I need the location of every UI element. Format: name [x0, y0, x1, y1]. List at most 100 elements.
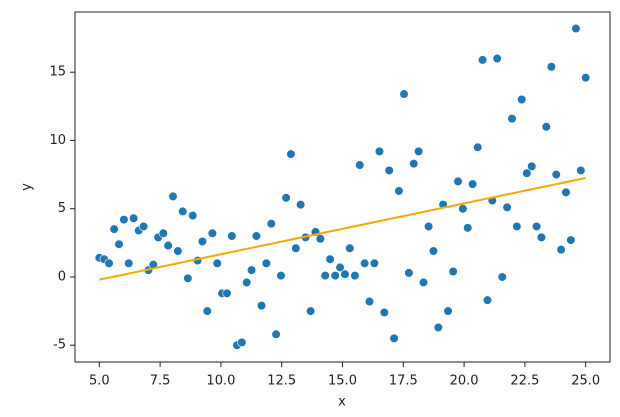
point [256, 301, 267, 311]
point [104, 258, 114, 268]
y-tick-label: 5 [58, 201, 66, 216]
point [138, 221, 149, 232]
point [418, 277, 429, 288]
x-tick-label: 15.0 [328, 374, 357, 389]
point [325, 254, 335, 264]
point [581, 73, 591, 83]
point [536, 232, 547, 242]
point [576, 165, 586, 176]
x-tick-label: 17.5 [389, 374, 418, 389]
point [330, 270, 340, 281]
point [276, 270, 286, 281]
point [389, 333, 399, 343]
y-tick-label: -5 [53, 338, 66, 353]
point [173, 246, 183, 256]
point [443, 306, 453, 316]
point [546, 62, 556, 72]
point [522, 168, 532, 178]
x-tick-label: 22.5 [510, 374, 539, 389]
point [512, 221, 522, 232]
point [477, 55, 488, 65]
point [433, 322, 443, 333]
point [350, 270, 360, 281]
point [242, 277, 252, 288]
y-tick-label: 15 [49, 65, 66, 80]
point [119, 215, 129, 225]
point [369, 258, 379, 268]
x-axis-label: x [338, 395, 346, 410]
y-tick-label: 0 [58, 269, 66, 284]
point [497, 272, 507, 282]
y-axis-label: y [20, 183, 35, 191]
point [566, 235, 576, 245]
point [296, 200, 306, 210]
point [178, 206, 188, 217]
fit-line [99, 177, 586, 281]
point [482, 295, 493, 305]
point [571, 23, 581, 34]
plot-frame [74, 11, 611, 363]
point [227, 231, 237, 241]
point [261, 258, 271, 268]
point [409, 159, 419, 169]
point [507, 114, 517, 124]
point [468, 179, 478, 189]
point [551, 169, 561, 180]
point [453, 176, 463, 187]
point [517, 94, 527, 105]
point [399, 89, 409, 99]
point [286, 149, 296, 159]
point [114, 239, 124, 249]
point [463, 223, 473, 233]
x-tick-label: 5.0 [89, 374, 110, 389]
point [384, 165, 394, 176]
point [364, 296, 375, 307]
point [404, 268, 414, 278]
point [271, 329, 281, 339]
point [527, 161, 537, 171]
point [188, 210, 198, 221]
point [458, 204, 468, 214]
point [281, 193, 291, 203]
point [448, 266, 458, 277]
point [394, 186, 404, 196]
point [360, 258, 370, 268]
point [251, 231, 262, 241]
point [129, 213, 139, 223]
point [345, 243, 355, 253]
point [168, 191, 178, 202]
point [197, 236, 208, 247]
y-tick-label: 10 [49, 133, 66, 148]
point [207, 228, 217, 238]
x-tick-label: 20.0 [450, 374, 479, 389]
point [109, 224, 119, 234]
point [158, 228, 168, 238]
point [202, 306, 212, 316]
point [502, 202, 512, 212]
x-tick-label: 25.0 [571, 374, 600, 389]
point [541, 122, 551, 132]
point [212, 258, 222, 268]
point [561, 187, 571, 197]
point [266, 219, 276, 229]
point [531, 221, 542, 232]
x-tick-label: 7.5 [150, 374, 171, 389]
point [492, 53, 502, 64]
point [379, 307, 389, 318]
point [222, 288, 232, 298]
point [414, 146, 424, 156]
point [291, 243, 301, 253]
point [183, 273, 193, 283]
point [340, 269, 350, 279]
point [306, 306, 316, 316]
point [556, 245, 566, 255]
point [320, 270, 330, 281]
point [246, 265, 257, 275]
point [374, 146, 385, 156]
point [473, 142, 483, 152]
x-tick-label: 12.5 [267, 374, 296, 389]
point [355, 160, 365, 170]
point [423, 221, 434, 232]
point [163, 240, 173, 251]
